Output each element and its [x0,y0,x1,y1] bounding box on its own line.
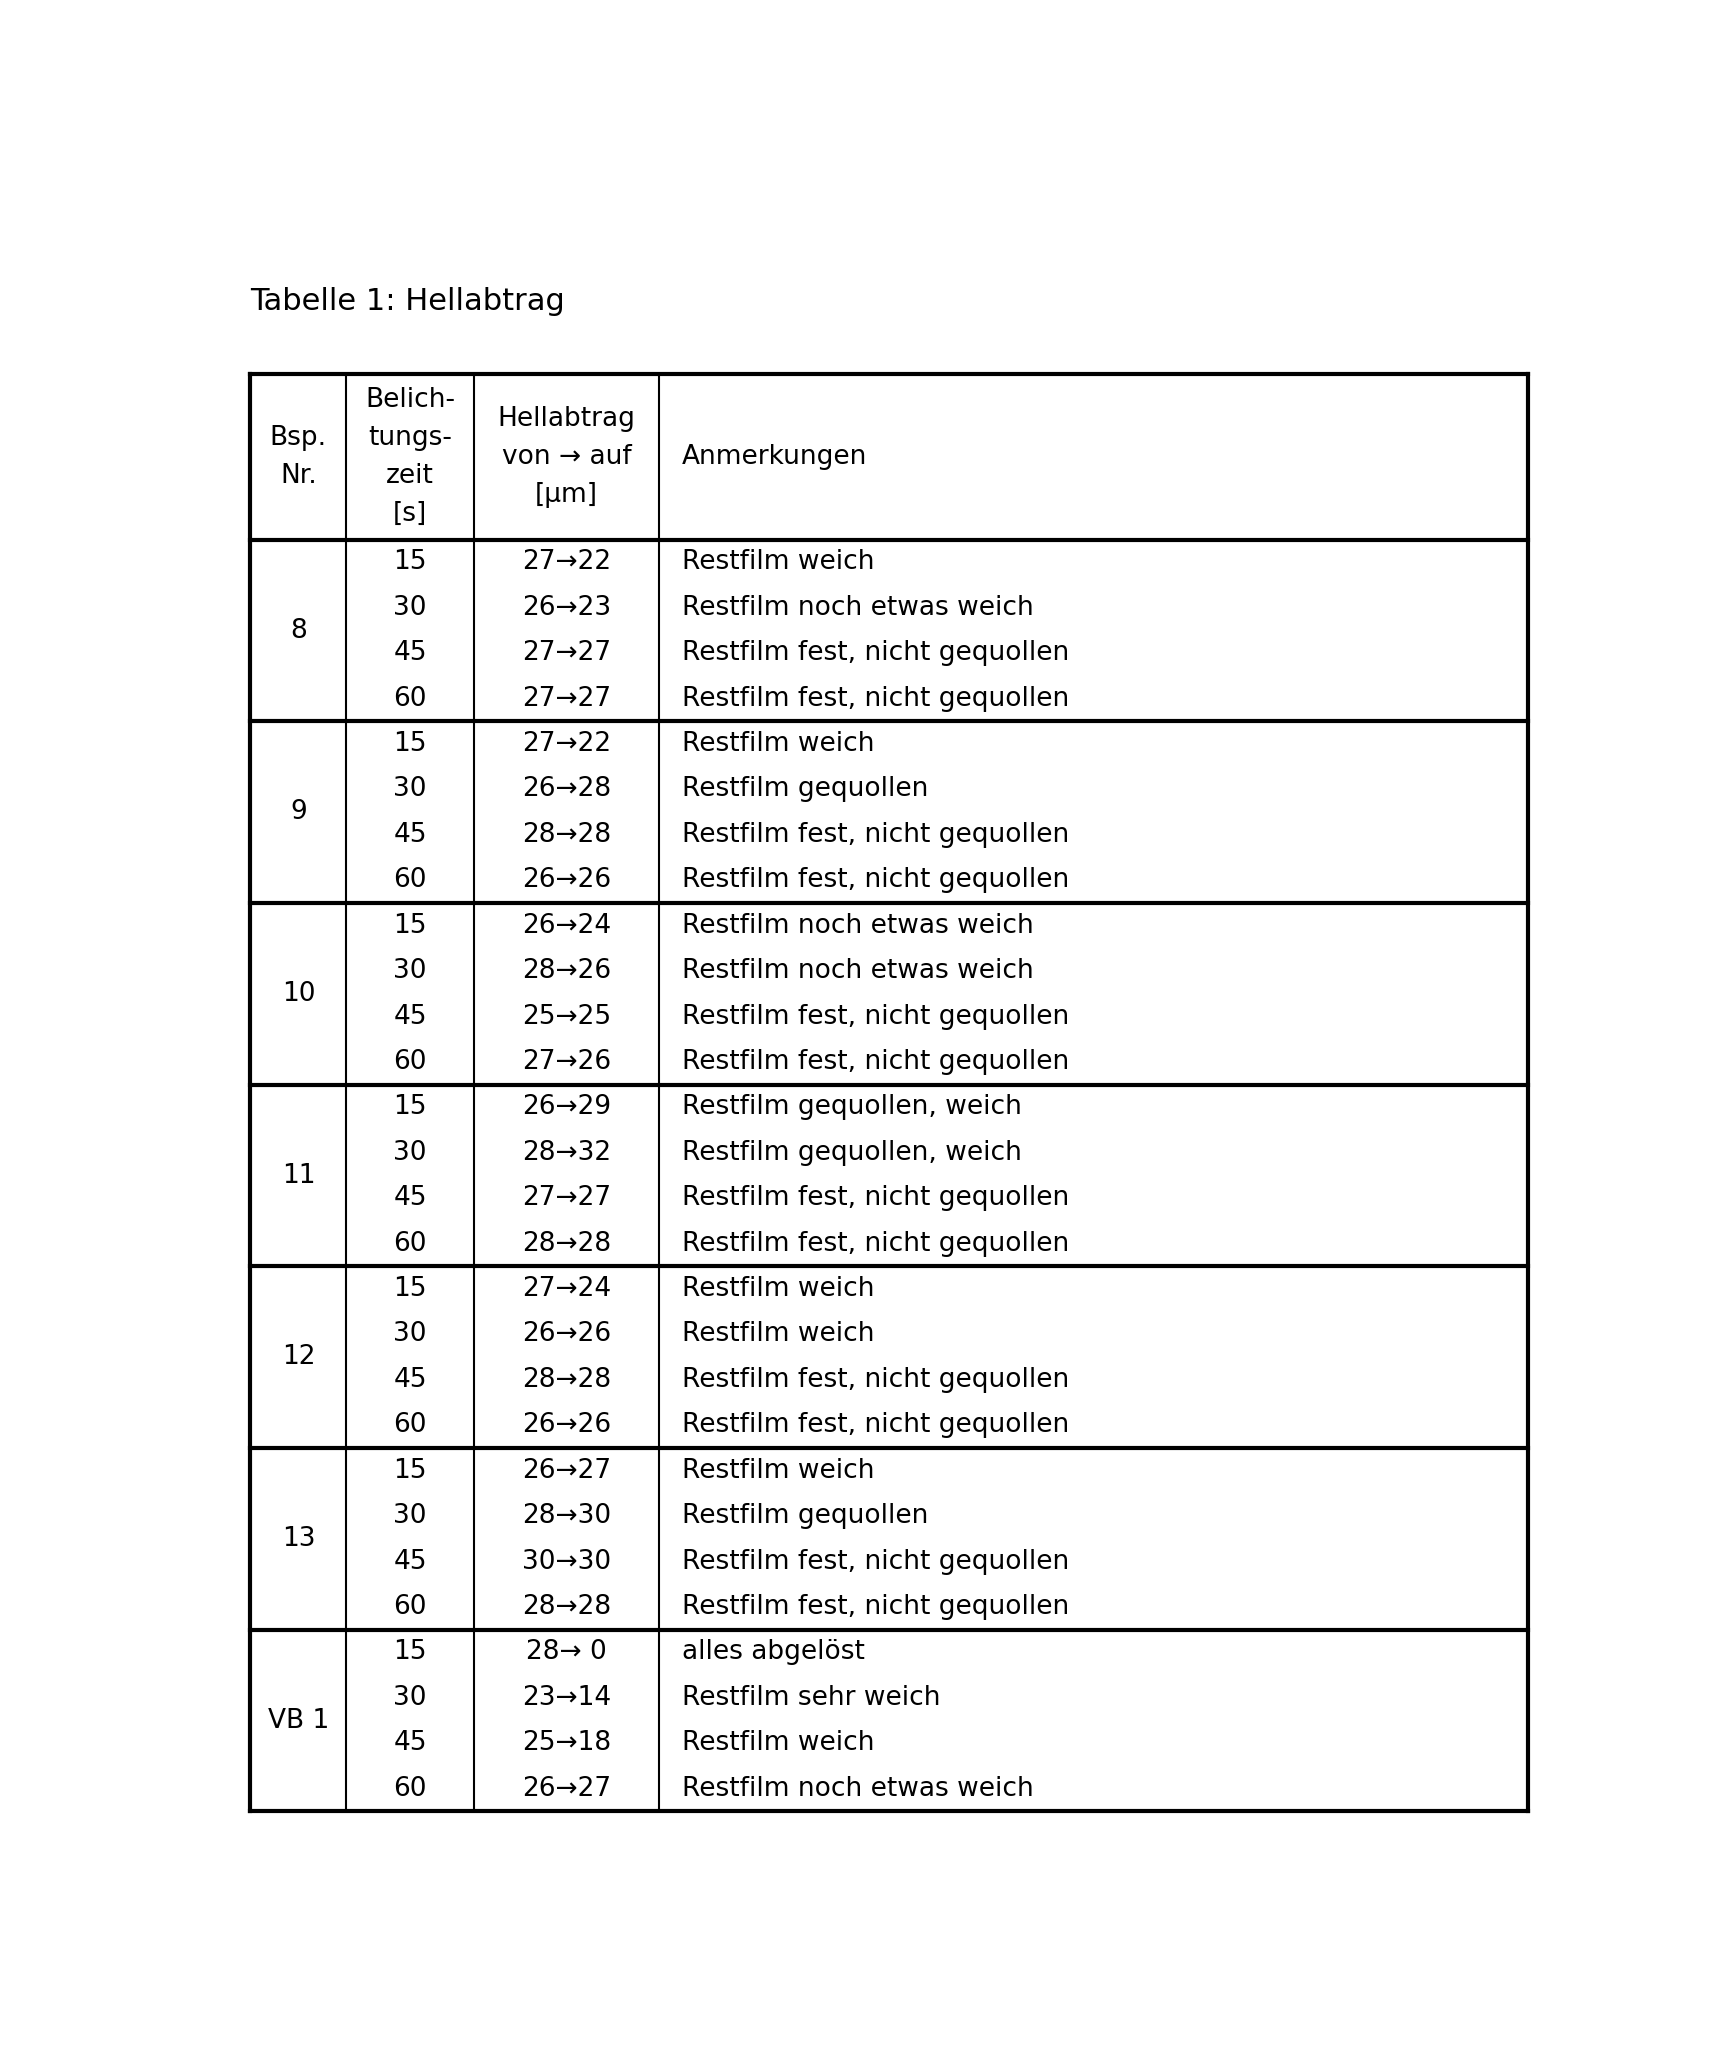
Text: 28→28: 28→28 [522,1594,611,1621]
Text: 27→27: 27→27 [522,639,611,666]
Text: 28→32: 28→32 [522,1140,611,1165]
Text: Hellabtrag
von → auf
[μm]: Hellabtrag von → auf [μm] [498,406,635,507]
Text: 26→24: 26→24 [522,913,611,938]
Text: Restfilm fest, nicht gequollen: Restfilm fest, nicht gequollen [682,639,1069,666]
Text: Restfilm fest, nicht gequollen: Restfilm fest, nicht gequollen [682,868,1069,893]
Text: 45: 45 [394,823,427,847]
Text: Restfilm noch etwas weich: Restfilm noch etwas weich [682,594,1034,621]
Text: 9: 9 [290,800,307,825]
Text: Restfilm gequollen: Restfilm gequollen [682,1503,928,1530]
Text: 26→26: 26→26 [522,1322,611,1346]
Text: 28→26: 28→26 [522,959,611,984]
Text: 26→27: 26→27 [522,1458,611,1485]
Text: Restfilm fest, nicht gequollen: Restfilm fest, nicht gequollen [682,1050,1069,1074]
Text: Restfilm fest, nicht gequollen: Restfilm fest, nicht gequollen [682,823,1069,847]
Text: Restfilm noch etwas weich: Restfilm noch etwas weich [682,913,1034,938]
Text: Restfilm weich: Restfilm weich [682,1458,874,1485]
Text: Restfilm fest, nicht gequollen: Restfilm fest, nicht gequollen [682,1004,1069,1029]
Text: Restfilm noch etwas weich: Restfilm noch etwas weich [682,1775,1034,1802]
Text: 26→28: 26→28 [522,777,611,802]
Text: 13: 13 [281,1526,316,1553]
Text: 15: 15 [394,732,427,757]
Text: Restfilm weich: Restfilm weich [682,548,874,575]
Text: 23→14: 23→14 [522,1685,611,1711]
Text: Restfilm gequollen, weich: Restfilm gequollen, weich [682,1140,1022,1165]
Text: Restfilm weich: Restfilm weich [682,1730,874,1757]
Text: 15: 15 [394,1639,427,1666]
Text: 15: 15 [394,548,427,575]
Text: Restfilm fest, nicht gequollen: Restfilm fest, nicht gequollen [682,1367,1069,1394]
Text: 12: 12 [281,1344,316,1371]
Text: 27→22: 27→22 [522,548,611,575]
Text: 27→24: 27→24 [522,1276,611,1301]
Text: Tabelle 1: Hellabtrag: Tabelle 1: Hellabtrag [250,287,566,315]
Text: 27→27: 27→27 [522,687,611,711]
Text: 11: 11 [281,1163,316,1188]
Text: Restfilm fest, nicht gequollen: Restfilm fest, nicht gequollen [682,1186,1069,1210]
Text: 27→22: 27→22 [522,732,611,757]
Text: 25→18: 25→18 [522,1730,611,1757]
Text: 28→30: 28→30 [522,1503,611,1530]
Text: 30: 30 [394,1503,427,1530]
Text: 45: 45 [394,1549,427,1575]
Text: 45: 45 [394,1367,427,1394]
Text: 8: 8 [290,617,307,643]
Text: Belich-
tungs-
zeit
[s]: Belich- tungs- zeit [s] [364,388,455,528]
Text: 60: 60 [394,1775,427,1802]
Text: 10: 10 [281,982,316,1006]
Text: 26→26: 26→26 [522,1412,611,1439]
Text: 60: 60 [394,1050,427,1074]
Text: VB 1: VB 1 [267,1707,330,1734]
Text: Bsp.
Nr.: Bsp. Nr. [271,425,326,489]
Text: 45: 45 [394,1730,427,1757]
Text: 30: 30 [394,777,427,802]
Text: 26→29: 26→29 [522,1095,611,1120]
Text: Restfilm fest, nicht gequollen: Restfilm fest, nicht gequollen [682,1549,1069,1575]
Text: Restfilm weich: Restfilm weich [682,1276,874,1301]
Text: Restfilm fest, nicht gequollen: Restfilm fest, nicht gequollen [682,1231,1069,1256]
Text: 15: 15 [394,913,427,938]
Text: Restfilm weich: Restfilm weich [682,732,874,757]
Text: 15: 15 [394,1276,427,1301]
Text: 30: 30 [394,594,427,621]
Text: 60: 60 [394,687,427,711]
Text: 28→28: 28→28 [522,1367,611,1394]
Text: 27→27: 27→27 [522,1186,611,1210]
Text: 30: 30 [394,1685,427,1711]
Text: 27→26: 27→26 [522,1050,611,1074]
Text: 26→27: 26→27 [522,1775,611,1802]
Text: Restfilm fest, nicht gequollen: Restfilm fest, nicht gequollen [682,1594,1069,1621]
Text: 28→28: 28→28 [522,823,611,847]
Text: 30: 30 [394,959,427,984]
Text: 45: 45 [394,1186,427,1210]
Text: 26→26: 26→26 [522,868,611,893]
Text: 45: 45 [394,1004,427,1029]
Text: Restfilm gequollen: Restfilm gequollen [682,777,928,802]
Text: Anmerkungen: Anmerkungen [682,443,868,470]
Text: 15: 15 [394,1095,427,1120]
Text: 30: 30 [394,1140,427,1165]
Text: Restfilm fest, nicht gequollen: Restfilm fest, nicht gequollen [682,1412,1069,1439]
Text: Restfilm gequollen, weich: Restfilm gequollen, weich [682,1095,1022,1120]
Text: 28→28: 28→28 [522,1231,611,1256]
Text: 60: 60 [394,1594,427,1621]
Text: 30: 30 [394,1322,427,1346]
Text: 15: 15 [394,1458,427,1485]
Text: 60: 60 [394,1412,427,1439]
Text: Restfilm sehr weich: Restfilm sehr weich [682,1685,940,1711]
Text: Restfilm weich: Restfilm weich [682,1322,874,1346]
Text: 60: 60 [394,868,427,893]
Text: 60: 60 [394,1231,427,1256]
Text: 26→23: 26→23 [522,594,611,621]
Text: Restfilm noch etwas weich: Restfilm noch etwas weich [682,959,1034,984]
Text: Restfilm fest, nicht gequollen: Restfilm fest, nicht gequollen [682,687,1069,711]
Text: 30→30: 30→30 [522,1549,611,1575]
Text: 25→25: 25→25 [522,1004,611,1029]
Text: 45: 45 [394,639,427,666]
Text: alles abgelöst: alles abgelöst [682,1639,866,1666]
Text: 28→ 0: 28→ 0 [526,1639,607,1666]
